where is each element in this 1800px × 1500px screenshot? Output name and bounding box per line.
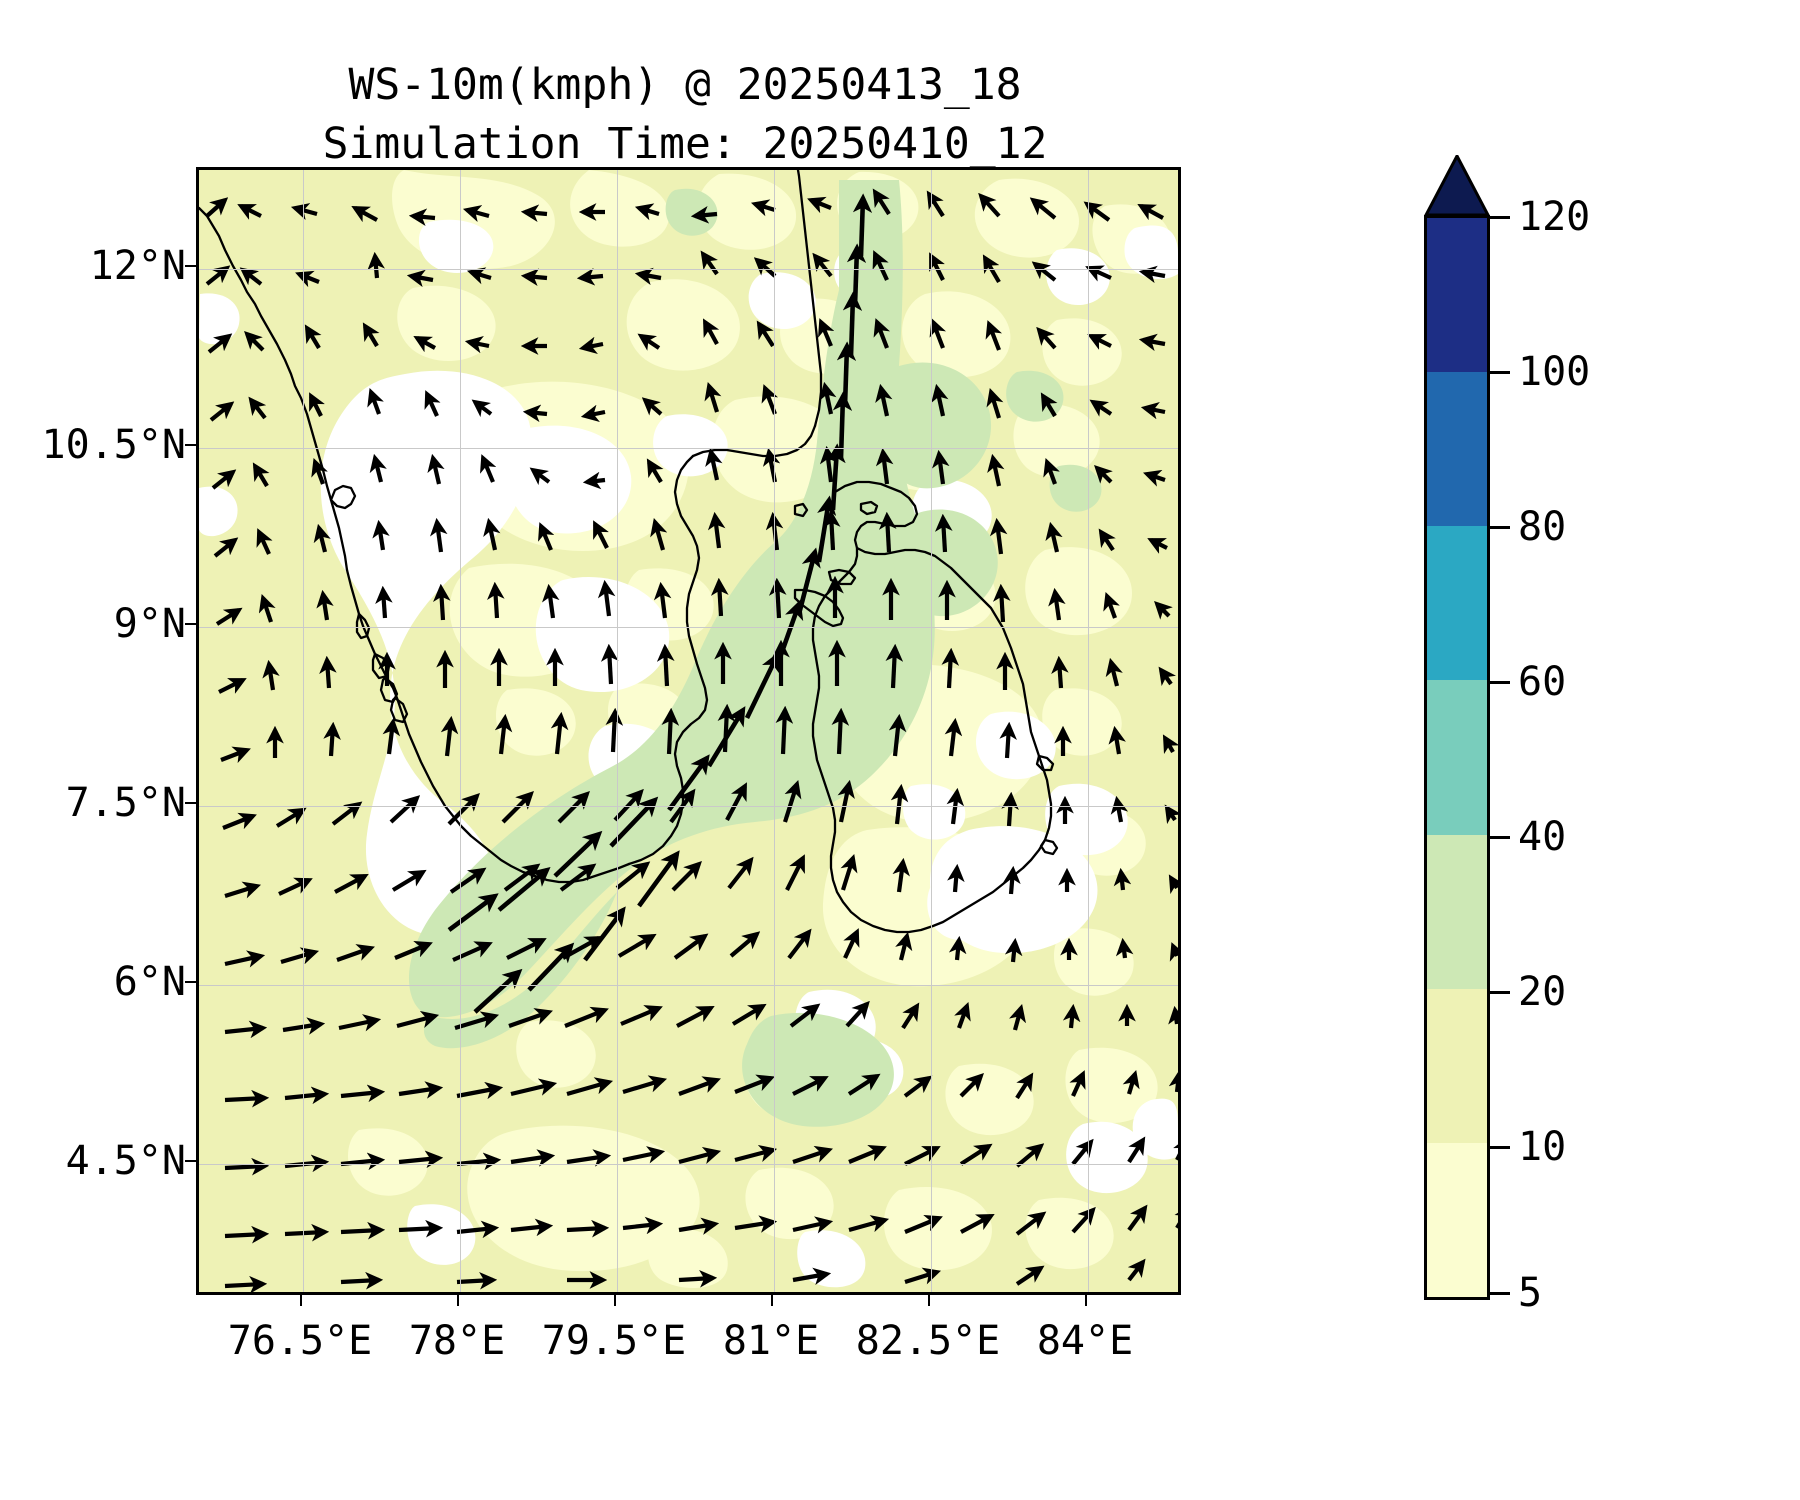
- colorbar-label: 5: [1518, 1270, 1543, 1316]
- gridline-horizontal: [199, 806, 1178, 807]
- colorbar-label: 20: [1518, 969, 1567, 1015]
- colorbar-tick-mark: [1490, 371, 1510, 374]
- colorbar-label: 60: [1518, 659, 1567, 705]
- colorbar-segment-40-60: [1427, 680, 1487, 835]
- xtick-label: 78°E: [408, 1318, 506, 1364]
- wind-field-svg: [199, 170, 1178, 1292]
- title-line-1: WS-10m(kmph) @ 20250413_18: [348, 60, 1022, 110]
- ytick-mark: [185, 265, 196, 267]
- ytick-label: 9°N: [113, 601, 186, 647]
- colorbar-tick-mark: [1490, 836, 1510, 839]
- ytick-label: 10.5°N: [41, 422, 187, 468]
- ytick-mark: [185, 444, 196, 446]
- wind-vector-jet-core: [447, 193, 873, 1014]
- colorbar-extend-arrow: [1424, 155, 1490, 217]
- gridline-horizontal: [199, 448, 1178, 449]
- ytick-mark: [185, 1160, 196, 1162]
- colorbar-segment-100-120: [1427, 218, 1487, 373]
- xtick-label: 81°E: [722, 1318, 820, 1364]
- colorbar-segment-20-40: [1427, 834, 1487, 989]
- colorbar: [1424, 155, 1494, 1300]
- colorbar-segment-10-20: [1427, 988, 1487, 1143]
- gridline-vertical: [460, 170, 461, 1292]
- colorbar-tick-mark: [1490, 991, 1510, 994]
- map-axes: [196, 167, 1181, 1295]
- xtick-label: 84°E: [1036, 1318, 1134, 1364]
- colorbar-segment-60-80: [1427, 526, 1487, 681]
- xtick-mark: [1085, 1295, 1087, 1306]
- gridline-vertical: [774, 170, 775, 1292]
- xtick-label: 76.5°E: [227, 1318, 373, 1364]
- gridline-horizontal: [199, 985, 1178, 986]
- map-canvas: [199, 170, 1178, 1292]
- ytick-label: 7.5°N: [65, 780, 186, 826]
- xtick-mark: [300, 1295, 302, 1306]
- xtick-mark: [614, 1295, 616, 1306]
- gridline-vertical: [931, 170, 932, 1292]
- colorbar-label: 10: [1518, 1124, 1567, 1170]
- colorbar-label: 120: [1518, 194, 1591, 240]
- colorbar-label: 80: [1518, 504, 1567, 550]
- colorbar-tick-mark: [1490, 526, 1510, 529]
- xtick-mark: [771, 1295, 773, 1306]
- colorbar-label: 40: [1518, 814, 1567, 860]
- gridline-vertical: [1088, 170, 1089, 1292]
- ytick-mark: [185, 623, 196, 625]
- ytick-label: 6°N: [113, 959, 186, 1005]
- colorbar-body: [1424, 215, 1490, 1300]
- ytick-label: 12°N: [89, 243, 186, 289]
- colorbar-segment-5-10: [1427, 1142, 1487, 1297]
- gridline-horizontal: [199, 1164, 1178, 1165]
- xtick-label: 82.5°E: [855, 1318, 1001, 1364]
- colorbar-segment-80-100: [1427, 372, 1487, 527]
- gridline-vertical: [303, 170, 304, 1292]
- xtick-mark: [928, 1295, 930, 1306]
- figure-title: WS-10m(kmph) @ 20250413_18 Simulation Tim…: [0, 56, 1370, 174]
- colorbar-tick-mark: [1490, 1146, 1510, 1149]
- xtick-label: 79.5°E: [541, 1318, 687, 1364]
- gridline-vertical: [617, 170, 618, 1292]
- ytick-mark: [185, 802, 196, 804]
- title-line-2: Simulation Time: 20250410_12: [322, 119, 1048, 169]
- colorbar-tick-mark: [1490, 1292, 1510, 1295]
- xtick-mark: [457, 1295, 459, 1306]
- ytick-label: 4.5°N: [65, 1138, 186, 1184]
- colorbar-tick-mark: [1490, 681, 1510, 684]
- colorbar-label: 100: [1518, 349, 1591, 395]
- colorbar-tick-mark: [1490, 216, 1510, 219]
- gridline-horizontal: [199, 627, 1178, 628]
- wind-vector-field: [205, 188, 1178, 1292]
- ytick-mark: [185, 981, 196, 983]
- gridline-horizontal: [199, 269, 1178, 270]
